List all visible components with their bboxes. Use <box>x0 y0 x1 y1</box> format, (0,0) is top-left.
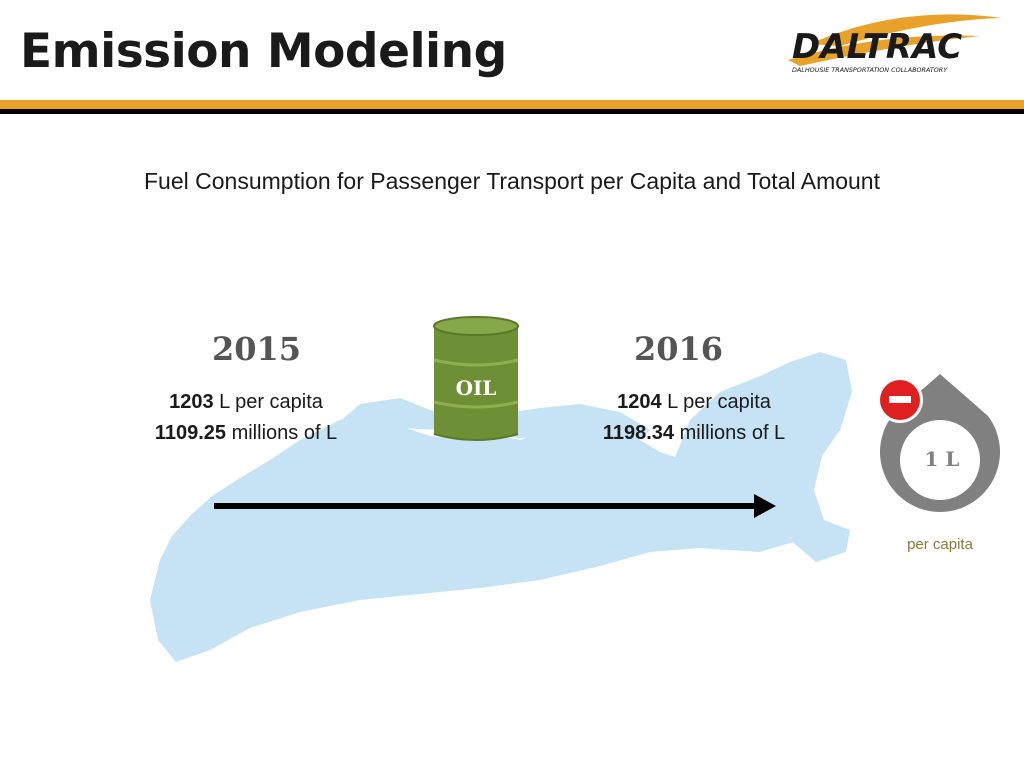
daltrac-logo: DALTRAC DALHOUSIE TRANSPORTATION COLLABO… <box>788 14 1002 74</box>
year-label-2015: 2015 <box>212 330 302 368</box>
per-capita-value-2016: 1204 <box>617 391 662 413</box>
page-title: Emission Modeling <box>20 24 507 79</box>
total-value-2016: 1198.34 <box>602 422 675 444</box>
barrel-top <box>433 316 519 336</box>
logo-text: DALTRAC <box>792 27 962 67</box>
mainland-shape <box>150 416 820 662</box>
per-capita-unit-2015: L per capita <box>219 391 323 413</box>
per-capita-change-gauge: 1 L <box>877 374 1000 512</box>
barrel-rib-lower <box>433 400 519 409</box>
total-amount-2016: 1198.34 millions of L <box>564 422 824 445</box>
barrel-body <box>434 320 518 440</box>
header-accent-rule <box>0 100 1024 109</box>
barrel-rib-upper <box>433 358 519 367</box>
logo-tagline: DALHOUSIE TRANSPORTATION COLLABORATORY <box>792 66 948 74</box>
gauge-caption: per capita <box>907 536 973 553</box>
total-unit-2015: millions of L <box>231 422 338 444</box>
barrel-bottom <box>433 433 519 441</box>
per-capita-value-2015: 1203 <box>169 391 214 413</box>
total-unit-2016: millions of L <box>679 422 786 444</box>
minus-icon-bar <box>889 396 911 403</box>
cape-breton-shape <box>670 352 852 562</box>
gauge-value: 1 L <box>925 447 960 471</box>
arrow-head-icon <box>754 494 776 518</box>
oil-barrel-icon: OIL <box>433 316 519 441</box>
slide-subtitle: Fuel Consumption for Passenger Transport… <box>144 168 880 194</box>
barrel-label: OIL <box>456 376 497 400</box>
logo-swoosh-lower <box>788 35 980 66</box>
per-capita-2016: 1204 L per capita <box>564 391 824 414</box>
per-capita-unit-2016: L per capita <box>667 391 771 413</box>
header-divider <box>0 109 1024 114</box>
per-capita-2015: 1203 L per capita <box>116 391 376 414</box>
total-amount-2015: 1109.25 millions of L <box>116 422 376 445</box>
logo-swoosh <box>810 14 1002 46</box>
year-label-2016: 2016 <box>634 330 724 368</box>
total-value-2015: 1109.25 <box>154 422 227 444</box>
